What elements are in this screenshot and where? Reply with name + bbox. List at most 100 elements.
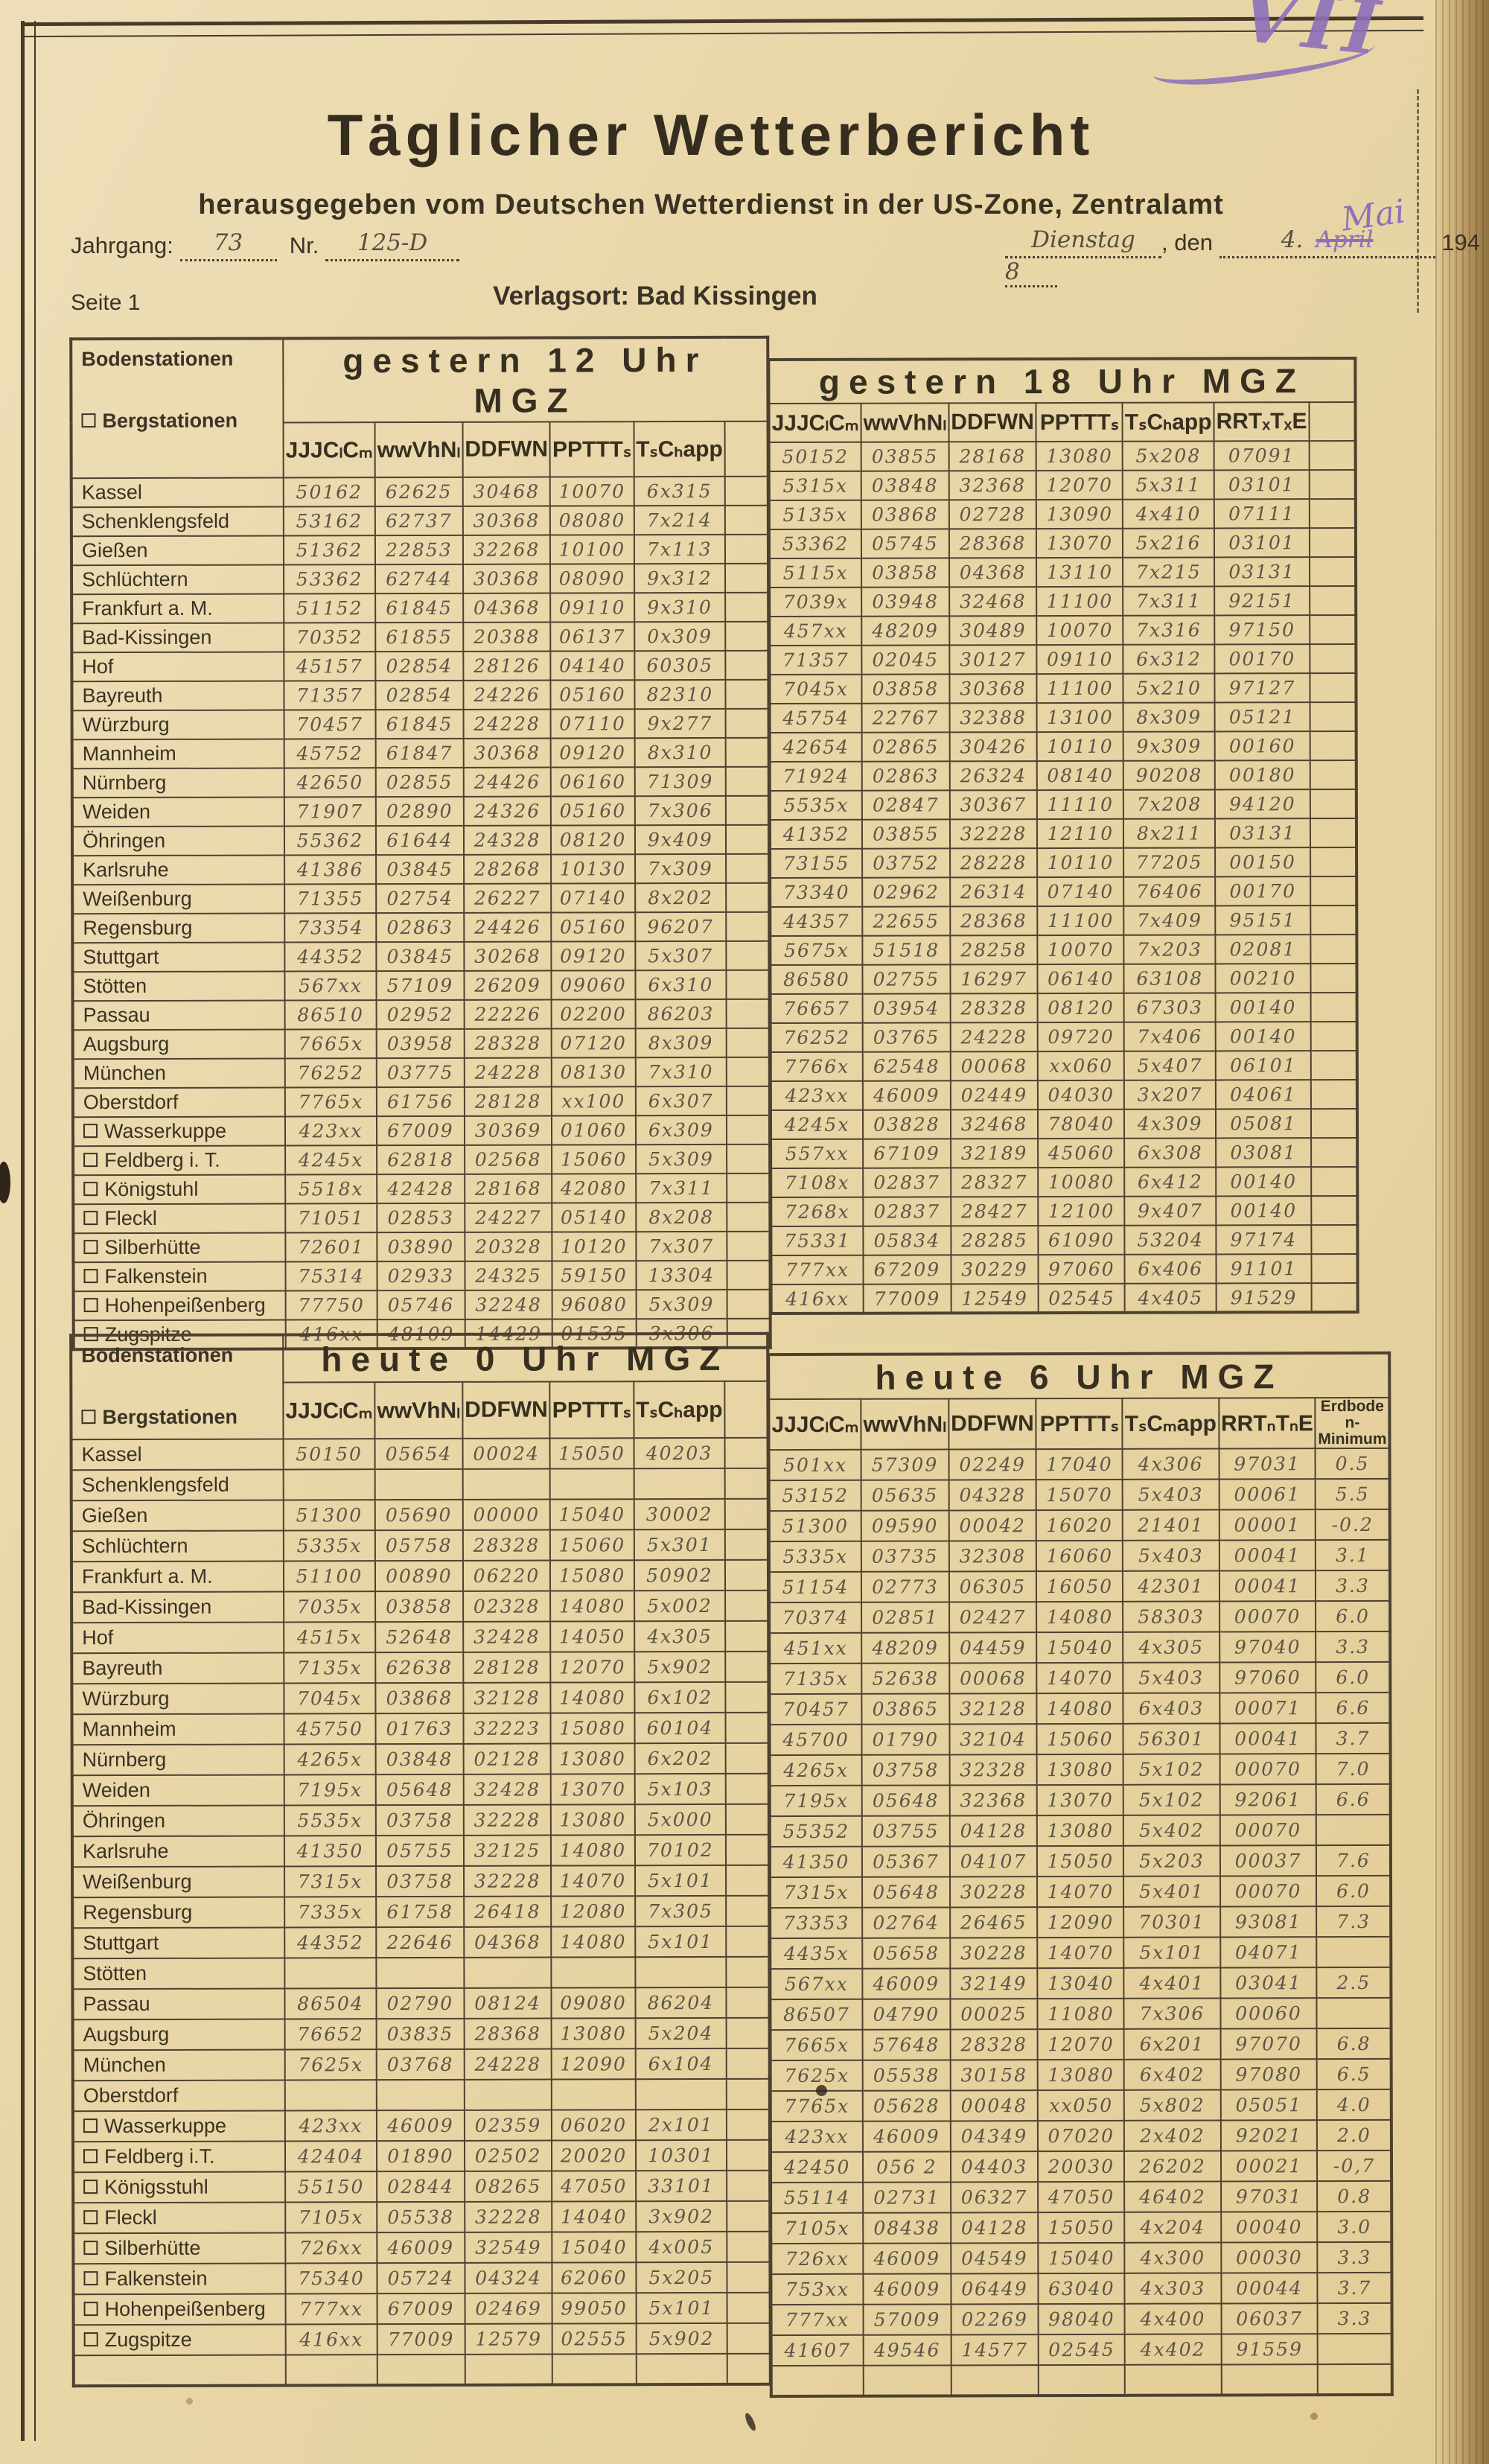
data-cell: 12090 [552, 2048, 636, 2080]
station-name: Zugspitze [73, 2324, 286, 2356]
empty-cell [725, 766, 770, 796]
data-cell: 70352 [284, 623, 376, 652]
data-cell: 55114 [771, 2182, 864, 2214]
table-row: Augsburg 7665x 03958 28328 07120 8x309 [72, 1028, 770, 1060]
data-cell: 07111 [1214, 499, 1310, 529]
empty-cell [727, 1202, 771, 1232]
data-cell: 0.8 [1317, 2181, 1392, 2212]
data-cell [1316, 1815, 1391, 1846]
ink-blot [0, 1162, 10, 1203]
data-cell: 04790 [862, 1999, 951, 2030]
data-cell: 82310 [634, 679, 726, 710]
station-name: Nürnberg [71, 1744, 284, 1776]
data-cell: 05648 [375, 1774, 464, 1806]
station-name: München [72, 1058, 285, 1089]
data-cell: 6x310 [634, 970, 727, 1000]
data-cell: 777xx [285, 2293, 377, 2325]
empty-cell [727, 1231, 771, 1261]
data-cell: 7x406 [1124, 1022, 1216, 1051]
data-cell: 05538 [862, 2060, 951, 2091]
data-cell: 28427 [950, 1197, 1039, 1226]
table-row: 50152 03855 28168 13080 5x208 07091 [768, 440, 1356, 472]
data-cell: 5x902 [636, 2323, 727, 2355]
station-name: Regensburg [72, 1897, 285, 1929]
empty-cell [1310, 730, 1356, 761]
data-cell: 70457 [284, 710, 376, 739]
station-name: Öhringen [71, 1805, 284, 1837]
data-cell: 03131 [1214, 818, 1311, 848]
station-name: Nürnberg [71, 768, 284, 798]
table-row [771, 2364, 1393, 2397]
data-cell: 14080 [550, 1682, 635, 1713]
data-cell: 557xx [771, 1139, 864, 1169]
data-cell: 05160 [551, 796, 635, 826]
data-cell: 51362 [283, 535, 376, 565]
data-cell: 06327 [950, 2182, 1039, 2213]
table-row: Frankfurt a. M. 51100 00890 06220 15080 50902 [71, 1559, 769, 1593]
data-cell [464, 2079, 552, 2110]
data-cell: 13080 [1037, 1815, 1124, 1847]
data-cell: 5535x [769, 790, 863, 821]
data-cell: 5x208 [1122, 441, 1214, 471]
data-cell: 14070 [1036, 1662, 1123, 1694]
berg-station-box-icon [83, 2118, 98, 2133]
data-cell: 95151 [1215, 905, 1311, 935]
data-cell: 06140 [1037, 964, 1124, 994]
data-cell: 5x403 [1123, 1662, 1219, 1693]
data-cell: 46009 [377, 2232, 465, 2264]
data-cell: 08265 [464, 2171, 552, 2202]
table-row: Falkenstein 75340 05724 04324 62060 5x205 [73, 2261, 771, 2295]
data-cell: 00041 [1219, 1540, 1316, 1571]
data-cell: 32368 [949, 1785, 1038, 1816]
empty-cell [724, 476, 769, 506]
data-cell: 00061 [1219, 1479, 1316, 1510]
data-cell: 32308 [948, 1541, 1037, 1572]
data-cell: 10130 [551, 854, 635, 884]
data-cell: 58303 [1123, 1601, 1219, 1632]
data-cell: 9x277 [634, 708, 726, 739]
data-cell: 16297 [950, 964, 1038, 994]
data-cell: 5x216 [1123, 528, 1215, 558]
data-cell: 42428 [377, 1174, 465, 1204]
table-row: 416xx 77009 12549 02545 4x405 91529 [771, 1282, 1358, 1314]
data-cell: 00070 [1219, 1876, 1317, 1907]
data-cell: 00044 [1220, 2273, 1318, 2304]
data-cell: 28168 [948, 442, 1037, 471]
data-cell: 24227 [464, 1203, 552, 1232]
empty-cell [725, 592, 769, 622]
data-cell [951, 2365, 1039, 2396]
data-cell: 05160 [550, 680, 635, 710]
data-cell: 8x208 [635, 1202, 727, 1232]
data-cell: 15040 [1036, 1631, 1123, 1664]
data-cell: 91101 [1216, 1254, 1312, 1284]
data-cell: 32189 [950, 1139, 1039, 1168]
data-cell: 13080 [551, 2018, 636, 2049]
data-cell: 04368 [463, 1926, 552, 1958]
table-row: Weiden 7195x 05648 32428 13070 5x103 [71, 1773, 770, 1806]
data-cell: 05538 [377, 2201, 465, 2233]
data-cell: 0x309 [634, 621, 726, 652]
table-row: Weißenburg 7315x 03758 32228 14070 5x101 [72, 1865, 770, 1898]
station-name: Gießen [71, 535, 284, 566]
data-cell: 416xx [285, 2324, 377, 2355]
table-row: Karlsruhe 41386 03845 28268 10130 7x309 [72, 853, 770, 885]
empty-cell [727, 2200, 771, 2232]
data-cell: 10100 [550, 535, 634, 564]
data-cell: 06137 [550, 622, 634, 652]
data-cell: 7039x [769, 587, 862, 617]
data-cell: 62638 [375, 1652, 464, 1684]
data-cell: 26209 [464, 970, 552, 1000]
data-cell: 05648 [862, 1876, 950, 1908]
empty-cell [725, 1651, 769, 1682]
data-cell: 726xx [771, 2243, 864, 2275]
data-cell: 28128 [462, 1652, 551, 1683]
data-cell: 5x403 [1123, 1540, 1219, 1571]
data-cell: 6x312 [1123, 644, 1215, 674]
data-cell: 6x102 [634, 1681, 726, 1713]
data-cell: 00140 [1216, 1167, 1312, 1197]
data-cell: 423xx [284, 1116, 377, 1146]
data-cell: 07140 [1037, 876, 1124, 907]
data-cell: 60104 [634, 1712, 726, 1744]
station-name: Feldberg i.T. [72, 2141, 286, 2173]
table-row: 7766x 62548 00068 xx060 5x407 06101 [770, 1050, 1357, 1082]
